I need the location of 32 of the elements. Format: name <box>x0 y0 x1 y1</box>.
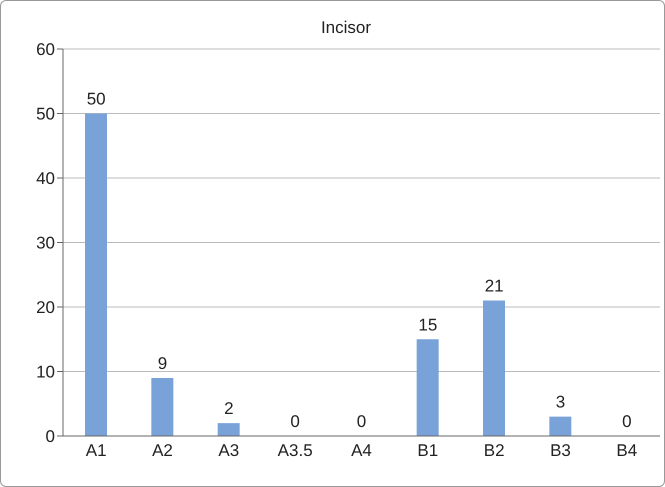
y-tick-label: 50 <box>36 104 55 124</box>
y-tick-label: 60 <box>36 40 55 60</box>
x-tick-label: A1 <box>86 441 107 460</box>
bar <box>483 300 505 436</box>
data-label: 0 <box>290 412 300 431</box>
y-tick-label: 40 <box>36 169 55 188</box>
x-tick-label: A4 <box>351 441 372 460</box>
data-label: 9 <box>158 354 168 373</box>
y-tick-label: 20 <box>36 298 55 318</box>
x-tick-label: B4 <box>616 441 638 460</box>
bar <box>218 423 240 436</box>
bar <box>549 416 572 436</box>
x-tick-label: B3 <box>550 441 571 460</box>
y-tick-label: 0 <box>46 427 55 446</box>
chart-title: Incisor <box>320 18 372 37</box>
data-label: 15 <box>418 315 438 334</box>
data-label: 3 <box>556 392 566 412</box>
x-tick-label: B1 <box>417 441 438 460</box>
y-tick-label: 30 <box>36 234 55 253</box>
x-tick-label: A2 <box>152 441 173 460</box>
data-label: 0 <box>622 412 632 431</box>
x-tick-label: A3 <box>218 441 240 460</box>
x-tick-label: B2 <box>484 441 505 460</box>
x-tick-label: A3.5 <box>278 441 313 460</box>
data-label: 50 <box>86 90 106 108</box>
data-label: 21 <box>484 276 504 296</box>
bar <box>151 378 174 436</box>
data-label: 0 <box>356 412 366 431</box>
bar <box>85 114 107 436</box>
data-label: 2 <box>224 399 234 418</box>
bar <box>416 339 439 436</box>
y-tick-label: 10 <box>36 362 55 382</box>
